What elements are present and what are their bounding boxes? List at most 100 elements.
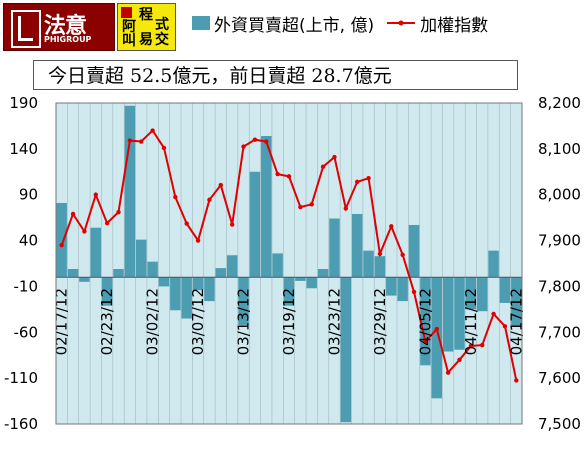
summary-banner: 今日賣超 52.5億元，前日賣超 28.7億元: [33, 60, 518, 90]
ahcheng-char-4: 式: [155, 17, 169, 33]
bar-03/21/12: [306, 277, 317, 289]
bar-02/20/12: [67, 269, 79, 278]
y-left-tick-label: -10: [14, 277, 39, 295]
x-axis-ticks: 02/17/12 02/23/12 03/02/12 03/07/12 03/13/12…: [53, 288, 526, 355]
index-point-03/02/12: [161, 145, 167, 151]
bar-04/02/12: [408, 224, 420, 278]
bar-04/05/12: [420, 277, 431, 366]
index-point-03/21/12: [309, 202, 314, 207]
bar-04/11/12: [465, 277, 477, 310]
index-point-04/16/12: [502, 324, 508, 329]
index-point-04/13/12: [491, 311, 496, 317]
plot-border: [55, 102, 523, 425]
phigroup-logo-name: 法意: [44, 14, 87, 39]
y-left-tick-label: 190: [9, 94, 38, 112]
index-point-02/27/12: [127, 138, 133, 143]
bar-03/29/12: [374, 256, 386, 278]
bar-04/12/12: [476, 277, 488, 312]
phigroup-logo-sub: PHIGROUP: [44, 35, 92, 44]
bar-03/31/12: [397, 277, 408, 302]
index-point-03/31/12: [400, 252, 405, 257]
index-point-04/17/12: [514, 378, 519, 383]
bar-04/09/12: [442, 277, 454, 352]
x-tick-label: 02/23/12: [98, 288, 116, 355]
index-point-02/23/12: [104, 220, 110, 226]
index-point-03/20/12: [298, 204, 303, 210]
x-tick-label: 03/07/12: [189, 288, 207, 355]
bar-03/14/12: [249, 171, 261, 278]
index-point-03/06/12: [184, 221, 189, 226]
bar-03/26/12: [340, 277, 352, 423]
bar-03/19/12: [283, 277, 295, 306]
x-tick-label: 02/17/12: [53, 288, 71, 355]
x-tick-label: 03/29/12: [371, 288, 389, 355]
index-point-03/12/12: [229, 222, 235, 227]
index-point-02/22/12: [93, 192, 98, 197]
index-point-02/20/12: [70, 211, 76, 217]
gridlines: [55, 103, 523, 424]
index-point-03/05/12: [173, 194, 178, 200]
bar-04/06/12: [431, 277, 442, 399]
bar-03/23/12: [329, 218, 340, 278]
bar-03/13/12: [238, 277, 249, 325]
bar-03/08/12: [204, 277, 215, 302]
y-left-tick-label: -60: [14, 323, 39, 341]
ahcheng-char-6: 交: [155, 32, 169, 48]
index-point-03/30/12: [389, 224, 394, 229]
index-point-03/07/12: [195, 238, 201, 243]
index-point-03/09/12: [218, 182, 224, 188]
bar-02/21/12: [79, 277, 90, 282]
bar-03/07/12: [192, 277, 204, 291]
bar-03/22/12: [317, 269, 329, 278]
y-right-tick-label: 7,800: [538, 277, 581, 295]
bar-04/17/12: [511, 277, 522, 326]
index-point-04/12/12: [480, 342, 485, 348]
index-point-03/26/12: [343, 206, 349, 211]
bar-03/06/12: [181, 277, 192, 319]
x-tick-label: 04/05/12: [416, 288, 434, 355]
ahcheng-char-2: 叫: [122, 33, 136, 49]
bar-03/15/12: [261, 136, 272, 278]
index-point-04/11/12: [468, 343, 474, 349]
index-point-03/29/12: [377, 251, 383, 257]
index-point-04/02/12: [411, 289, 417, 295]
bar-03/02/12: [158, 277, 170, 287]
y-right-tick-label: 7,700: [538, 323, 581, 341]
index-point-03/16/12: [275, 171, 280, 177]
index-point-02/29/12: [139, 139, 144, 144]
y-right-tick-label: 8,100: [538, 140, 581, 158]
ahcheng-char-3: 程: [139, 7, 153, 23]
ahcheng-char-1: 阿: [122, 19, 136, 35]
bar-03/30/12: [386, 277, 397, 296]
bar-02/29/12: [136, 239, 147, 278]
index-point-03/13/12: [241, 144, 246, 149]
y-left-tick-label: 140: [9, 140, 38, 158]
bar-03/16/12: [272, 253, 283, 278]
bar-series: [56, 105, 522, 423]
phigroup-logo-mark: [11, 10, 41, 48]
index-point-03/27/12: [354, 179, 360, 185]
bar-04/10/12: [454, 277, 465, 350]
bar-02/17/12: [56, 202, 67, 278]
y-right-tick-label: 7,900: [538, 232, 581, 250]
bar-04/16/12: [499, 277, 511, 303]
index-point-03/22/12: [320, 164, 326, 169]
index-point-03/23/12: [332, 154, 337, 160]
x-tick-label: 03/02/12: [144, 288, 162, 355]
y-right-tick-label: 8,200: [538, 94, 581, 112]
index-point-04/09/12: [445, 370, 451, 375]
x-tick-label: 04/17/12: [507, 288, 525, 355]
y-left-tick-label: -160: [4, 415, 38, 433]
legend-bar-swatch: [192, 16, 210, 30]
x-tick-label: 04/11/12: [462, 288, 480, 355]
x-tick-label: 03/13/12: [235, 288, 253, 355]
index-point-03/14/12: [252, 137, 258, 142]
bar-02/27/12: [124, 105, 136, 278]
bar-03/09/12: [215, 268, 227, 278]
y-left-tick-label: -110: [4, 369, 38, 387]
y-axis-left: 190 140 90 40 -10 -60 -110 -160: [4, 94, 38, 433]
index-point-03/19/12: [286, 174, 292, 179]
bar-02/22/12: [90, 227, 102, 278]
x-tick-label: 03/19/12: [280, 288, 298, 355]
